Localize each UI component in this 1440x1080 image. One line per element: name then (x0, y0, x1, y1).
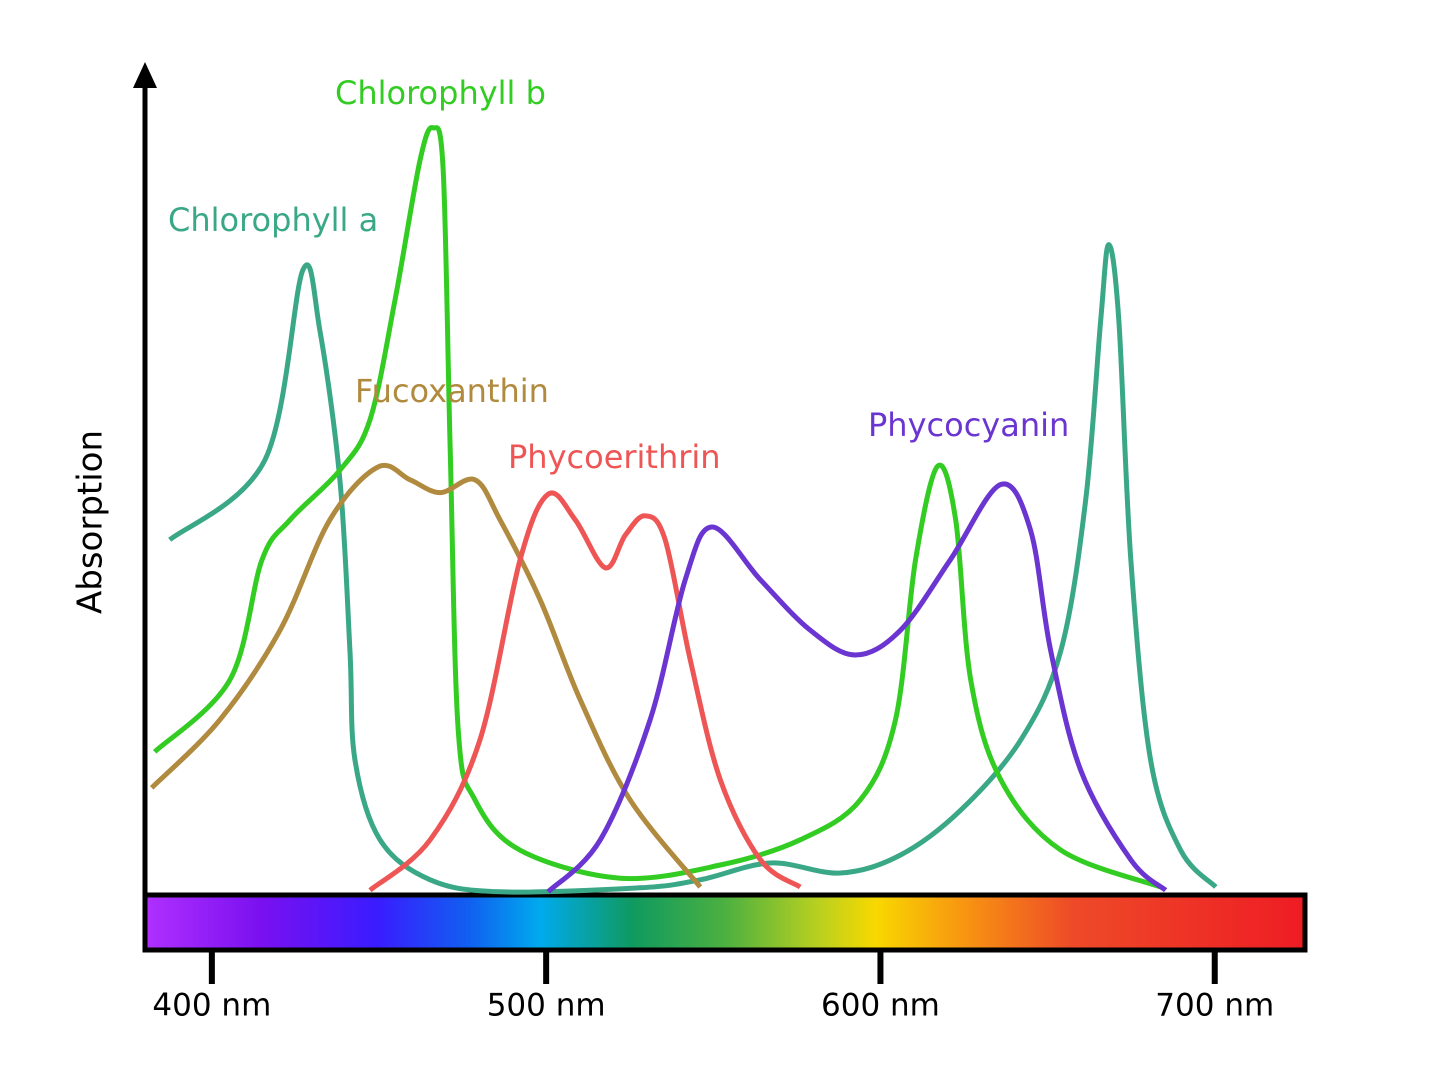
spectrum-line (149, 462, 703, 889)
series-label: Chlorophyll a (168, 201, 378, 239)
series-label: Chlorophyll b (335, 74, 546, 112)
x-tick-label: 500 nm (487, 988, 606, 1024)
spectrum-bar (142, 892, 1308, 953)
x-tick-label: 400 nm (152, 988, 271, 1024)
spectrum-line (546, 481, 1168, 894)
x-tick-label: 600 nm (821, 988, 940, 1024)
y-axis-label: Absorption (71, 430, 111, 614)
series-label: Phycocyanin (868, 406, 1069, 444)
series-label: Fucoxanthin (355, 372, 549, 410)
x-tick-label: 700 nm (1155, 988, 1274, 1024)
series-label: Phycoerithrin (508, 438, 721, 476)
y-axis-arrow (133, 62, 157, 88)
spectrum-line (152, 125, 1162, 890)
spectrum-line (168, 242, 1218, 895)
spectrum-line (368, 490, 802, 893)
